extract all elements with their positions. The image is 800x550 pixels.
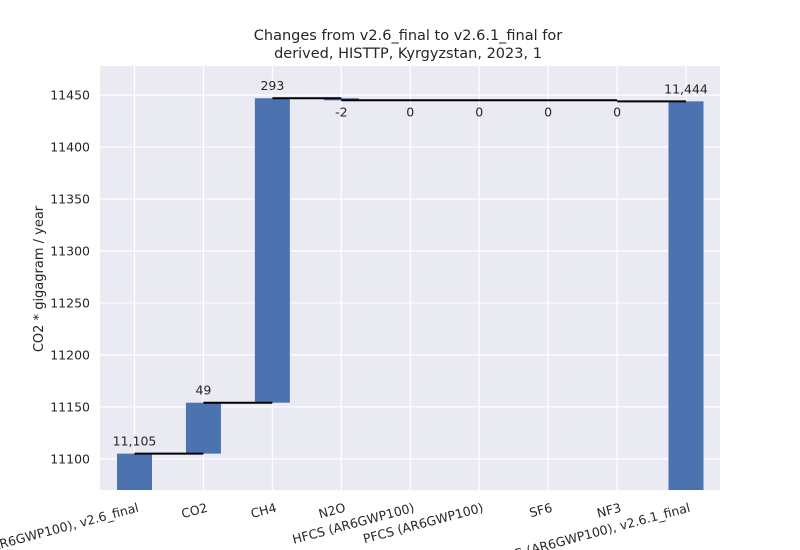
- bar-value-label: 11,105: [113, 434, 157, 449]
- x-tick-label: NF3: [595, 500, 623, 521]
- y-axis-label: CO2 * gigagram / year: [32, 205, 47, 352]
- y-tick-labels: 11100 11150 11200 11250 11300 11350 11400 11450: [50, 88, 90, 467]
- bar-value-label: 0: [406, 104, 414, 119]
- chart-title-line1: Changes from v2.6_final to v2.6.1_final …: [254, 28, 562, 44]
- x-tick-label: SF6: [528, 500, 554, 520]
- bars-group: [117, 98, 704, 490]
- x-tick-label: CO2: [180, 500, 210, 521]
- bar-value-label: 49: [195, 383, 211, 398]
- y-tick-label: 11250: [50, 295, 90, 310]
- bar: [323, 98, 359, 101]
- bar-value-labels: 11,105 49 293 -2 0 0 0 0 11,444: [113, 78, 708, 448]
- connector-lines: [134, 97, 686, 455]
- bar: [185, 402, 221, 454]
- bar-value-label: 0: [475, 104, 483, 119]
- bar: [254, 98, 290, 403]
- y-tick-label: 11300: [50, 243, 90, 258]
- x-tick-label: GHG (AR6GWP100), v2.6_final: [0, 500, 140, 550]
- y-tick-label: 11150: [50, 399, 90, 414]
- bar-value-label: 0: [544, 104, 552, 119]
- y-tick-label: 11100: [50, 451, 90, 466]
- bar: [117, 453, 152, 490]
- y-tick-label: 11200: [50, 347, 90, 362]
- bar-value-label: 293: [260, 78, 284, 93]
- x-tick-label: CH4: [249, 500, 278, 521]
- y-tick-label: 11350: [50, 192, 90, 207]
- bar-value-label: 11,444: [664, 81, 708, 96]
- y-tick-label: 11450: [50, 88, 90, 103]
- bar: [668, 101, 704, 490]
- x-tick-label: GHG (AR6GWP100), v2.6.1_final: [493, 500, 691, 550]
- x-tick-label: N2O: [317, 500, 347, 522]
- bar-value-label: 0: [613, 104, 621, 119]
- chart-title-line2: derived, HISTTP, Kyrgyzstan, 2023, 1: [274, 46, 542, 62]
- bar-value-label: -2: [335, 104, 347, 119]
- y-tick-label: 11400: [50, 140, 90, 155]
- x-tick-labels: GHG (AR6GWP100), v2.6_finalCO2CH4N2OHFCS…: [0, 500, 692, 550]
